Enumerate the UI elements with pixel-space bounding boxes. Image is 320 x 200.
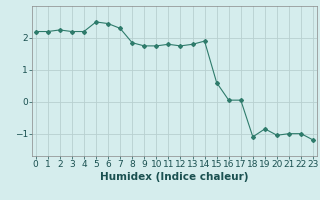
X-axis label: Humidex (Indice chaleur): Humidex (Indice chaleur): [100, 172, 249, 182]
